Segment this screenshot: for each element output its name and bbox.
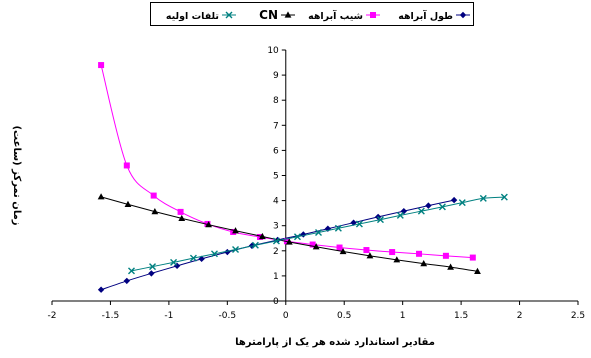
data-point [355, 220, 363, 228]
x-tick-label: -1.5 [102, 311, 120, 321]
data-point [447, 263, 454, 270]
legend-swatch-marker [459, 11, 467, 19]
data-point [396, 211, 404, 219]
data-point [458, 199, 466, 207]
data-point [124, 200, 132, 207]
data-point [312, 243, 320, 250]
data-point [97, 286, 105, 293]
data-point [189, 254, 197, 262]
data-point [232, 246, 240, 254]
data-point [210, 250, 218, 258]
legend-label: تلفات اولیه [166, 11, 219, 22]
data-point [170, 258, 178, 266]
y-tick-label: 4 [273, 197, 279, 207]
data-point [339, 247, 347, 255]
data-point [438, 203, 446, 211]
legend-label: طول آبراهه [398, 9, 453, 22]
data-point [178, 214, 186, 222]
x-tick-label: 1.5 [454, 311, 468, 321]
y-tick-label: 0 [273, 297, 279, 307]
data-point [127, 267, 135, 275]
data-point [123, 162, 130, 169]
data-point [336, 244, 343, 251]
data-point [285, 238, 293, 245]
data-point [417, 207, 425, 215]
data-point [334, 224, 342, 232]
y-tick-label: 8 [273, 96, 279, 106]
data-point [420, 260, 428, 267]
series-line [100, 64, 473, 259]
data-point [272, 237, 280, 245]
legend-swatch-marker [284, 11, 292, 18]
data-point [469, 254, 476, 261]
data-point [363, 247, 370, 254]
data-point [98, 62, 105, 69]
y-tick-label: 6 [273, 146, 279, 156]
legend-swatch-marker [225, 11, 233, 19]
data-point [205, 221, 213, 228]
x-tick-label: 0 [283, 311, 289, 321]
data-point [389, 249, 396, 256]
data-point [366, 252, 374, 259]
y-axis-title: زمان تمرکز (ساعت) [11, 125, 22, 225]
legend [150, 2, 474, 26]
y-tick-label: 1 [273, 272, 279, 282]
series-line [100, 196, 478, 272]
data-point [259, 232, 266, 240]
y-tick-label: 3 [273, 222, 279, 232]
data-point [257, 233, 264, 240]
legend-label: شیب آبراهه [308, 9, 363, 22]
data-point [309, 241, 316, 248]
data-point [251, 241, 259, 249]
data-point [149, 263, 157, 271]
x-tick-label: 1 [400, 311, 406, 321]
legend-label: CN [259, 8, 278, 22]
data-point [500, 193, 508, 201]
y-tick-label: 5 [273, 172, 279, 182]
data-point [425, 202, 432, 209]
x-tick-label: 2 [517, 311, 523, 321]
legend-swatch-marker [370, 12, 376, 18]
y-tick-label: 10 [267, 46, 279, 56]
data-point [123, 277, 131, 285]
data-point [479, 194, 487, 202]
y-tick-label: 7 [273, 121, 279, 131]
data-point [350, 219, 357, 226]
x-tick-label: 0.5 [337, 311, 351, 321]
data-point [148, 270, 155, 277]
data-point [376, 216, 384, 224]
data-point [232, 227, 239, 234]
data-point [474, 267, 481, 274]
x-tick-label: -2 [48, 311, 57, 321]
data-point [198, 255, 205, 263]
x-tick-label: 2.5 [571, 311, 585, 321]
data-point [416, 250, 423, 257]
data-point [393, 256, 401, 263]
data-point [97, 193, 105, 200]
data-point [293, 233, 301, 241]
x-axis-title: مقادیر استاندارد شده هر یک از پارامترها [235, 337, 435, 348]
data-point [300, 231, 307, 238]
x-tick-label: -1 [164, 311, 173, 321]
y-tick-label: 2 [273, 247, 279, 257]
data-point [151, 208, 159, 215]
data-point [177, 208, 184, 215]
data-point [150, 192, 157, 199]
data-point [450, 196, 458, 204]
data-point [315, 228, 323, 236]
y-tick-label: 9 [273, 71, 279, 81]
x-tick-label: -0.5 [219, 311, 237, 321]
data-point [442, 252, 449, 259]
